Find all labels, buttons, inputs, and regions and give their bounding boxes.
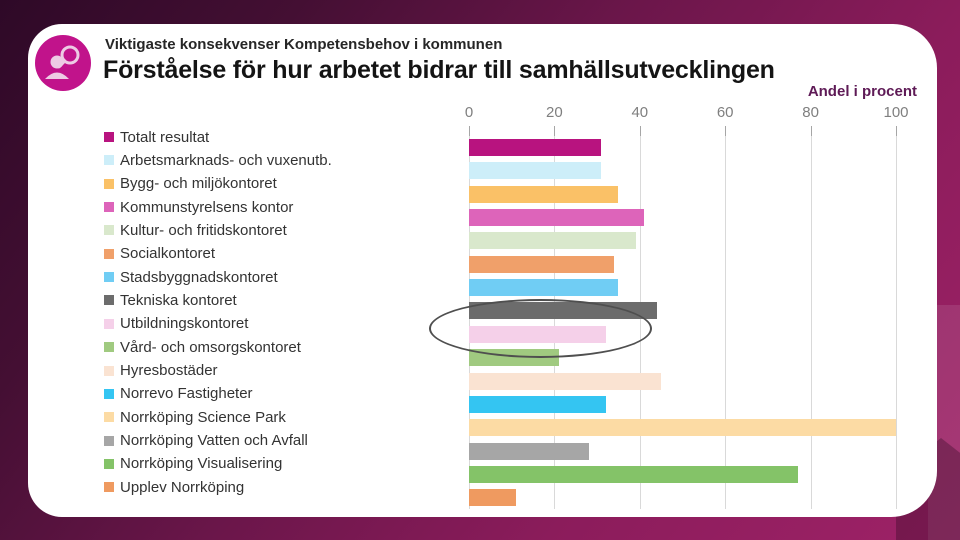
legend-swatch xyxy=(104,482,114,493)
legend-item: Arbetsmarknads- och vuxenutb. xyxy=(104,149,332,172)
legend-swatch xyxy=(104,295,114,306)
legend-swatch xyxy=(104,435,114,446)
x-axis-tick-label: 100 xyxy=(883,104,909,121)
gridline xyxy=(725,136,727,509)
legend-label: Norrköping Visualisering xyxy=(120,455,283,473)
gridline xyxy=(810,136,812,509)
x-axis-tick-label: 20 xyxy=(546,104,563,121)
x-axis-tick-mark xyxy=(896,126,897,136)
bar-norrk-ping-visualisering xyxy=(469,465,798,483)
bar-norrevo-fastigheter xyxy=(469,395,606,413)
legend-label: Arbetsmarknads- och vuxenutb. xyxy=(120,151,332,169)
legend-label: Vård- och omsorgskontoret xyxy=(120,338,301,356)
legend-swatch xyxy=(104,388,114,399)
kicker-title: Viktigaste konsekvenser Kompetensbehov i… xyxy=(105,36,503,53)
x-axis-tick-mark xyxy=(554,126,556,136)
legend-label: Stadsbyggnadskontoret xyxy=(120,268,278,286)
bar-arbetsmarknads-och-vuxenutb- xyxy=(469,162,602,180)
legend-swatch xyxy=(104,318,114,329)
legend-item: Norrköping Vatten och Avfall xyxy=(104,429,308,452)
legend-item: Stadsbyggnadskontoret xyxy=(104,266,278,289)
page-title: Förståelse för hur arbetet bidrar till s… xyxy=(103,56,775,84)
legend-swatch xyxy=(104,132,114,142)
bar-kommunstyrelsens-kontor xyxy=(469,209,645,227)
bar-bygg-och-milj-kontoret xyxy=(469,185,619,203)
x-axis-tick-mark xyxy=(725,126,727,136)
legend-label: Bygg- och miljökontoret xyxy=(120,175,277,193)
x-axis-tick-mark xyxy=(810,126,812,136)
legend-label: Norrköping Vatten och Avfall xyxy=(120,432,308,450)
legend-swatch xyxy=(104,225,114,236)
legend-label: Totalt resultat xyxy=(120,128,210,146)
legend-item: Kommunstyrelsens kontor xyxy=(104,196,293,219)
x-axis-tick-label: 80 xyxy=(802,104,819,121)
legend-swatch xyxy=(104,178,114,189)
legend-swatch xyxy=(104,342,114,353)
bar-norrk-ping-vatten-och-avfall xyxy=(469,442,589,460)
x-axis-tick-mark xyxy=(469,126,470,136)
legend-swatch xyxy=(104,365,114,376)
legend-item: Bygg- och miljökontoret xyxy=(104,172,277,195)
legend-label: Hyresbostäder xyxy=(120,362,218,379)
legend-swatch xyxy=(104,272,114,283)
legend-swatch xyxy=(104,155,114,166)
legend-label: Norrköping Science Park xyxy=(120,408,286,426)
legend-item: Norrevo Fastigheter xyxy=(104,382,253,405)
legend-label: Utbildningskontoret xyxy=(120,315,249,333)
annotation-ellipse xyxy=(429,299,652,358)
legend-label: Upplev Norrköping xyxy=(120,478,245,496)
legend-swatch xyxy=(104,248,114,259)
bar-kultur-och-fritidskontoret xyxy=(469,232,636,250)
legend-item: Utbildningskontoret xyxy=(104,312,248,335)
legend-item: Totalt resultat xyxy=(104,126,209,149)
bar-socialkontoret xyxy=(469,255,615,273)
legend-item: Socialkontoret xyxy=(104,242,215,265)
bar-norrk-ping-science-park xyxy=(469,419,896,437)
legend-swatch xyxy=(104,412,114,423)
x-axis-tick-label: 60 xyxy=(716,104,734,121)
legend-item: Tekniska kontoret xyxy=(104,289,237,312)
bar-totalt-resultat xyxy=(469,139,602,156)
legend-label: Kultur- och fritidskontoret xyxy=(120,221,287,239)
legend-item: Hyresbostäder xyxy=(104,359,218,382)
legend-item: Vård- och omsorgskontoret xyxy=(104,336,301,359)
legend-swatch xyxy=(104,458,114,469)
legend-item: Kultur- och fritidskontoret xyxy=(104,219,287,242)
legend-label: Socialkontoret xyxy=(120,245,216,263)
legend-item: Norrköping Visualisering xyxy=(104,452,282,475)
x-axis-tick-label: 40 xyxy=(631,104,649,121)
gridline xyxy=(896,136,897,509)
bar-hyresbost-der xyxy=(469,372,662,390)
bar-upplev-norrk-ping xyxy=(469,489,516,507)
bar-stadsbyggnadskontoret xyxy=(469,279,619,297)
person-search-icon xyxy=(29,29,97,97)
legend-item: Upplev Norrköping xyxy=(104,476,244,499)
legend-label: Norrevo Fastigheter xyxy=(120,385,253,403)
legend-label: Tekniska kontoret xyxy=(120,291,237,309)
legend-item: Norrköping Science Park xyxy=(104,406,286,429)
x-axis-tick-label: 0 xyxy=(464,104,474,121)
legend-swatch xyxy=(104,202,114,213)
unit-label: Andel i procent xyxy=(807,83,917,100)
legend-label: Kommunstyrelsens kontor xyxy=(120,198,294,216)
x-axis-tick-mark xyxy=(639,126,641,136)
